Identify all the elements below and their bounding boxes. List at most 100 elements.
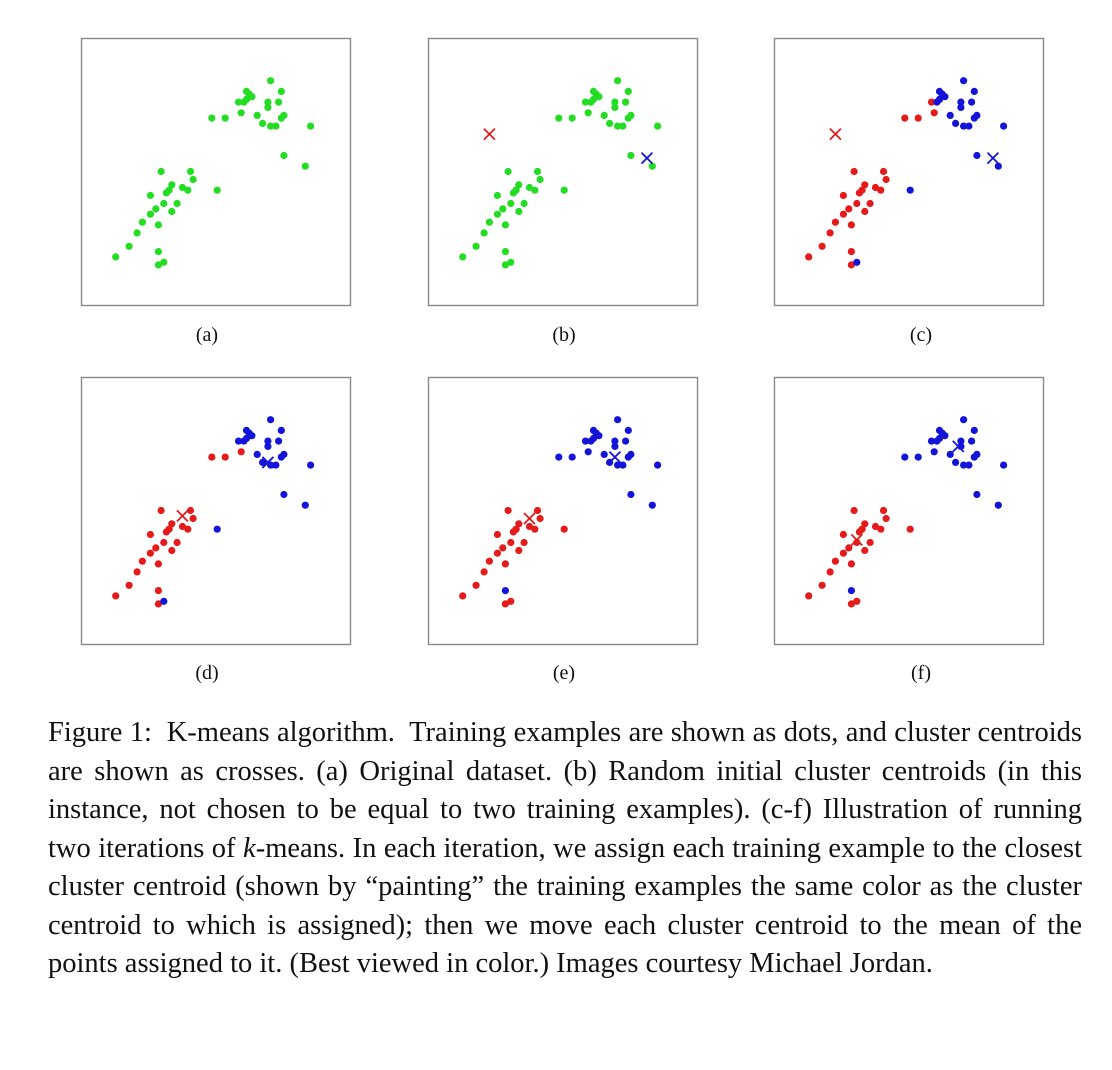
training-example-dot	[879, 506, 888, 515]
training-example-dot	[933, 98, 941, 106]
training-example-dot	[507, 538, 515, 547]
training-example-dot	[459, 253, 467, 261]
training-example-dot	[512, 525, 520, 533]
training-example-dot	[946, 111, 954, 119]
training-example-dot	[882, 514, 890, 523]
training-example-dot	[240, 437, 248, 445]
training-example-dot	[459, 592, 467, 600]
training-example-dot	[595, 432, 603, 440]
training-example-dot	[914, 453, 922, 461]
training-example-dot	[861, 181, 869, 189]
training-example-dot	[165, 186, 173, 194]
training-example-dot	[184, 186, 192, 194]
training-example-dot	[160, 538, 168, 547]
training-example-dot	[871, 522, 880, 531]
training-example-dot	[301, 162, 309, 170]
training-example-dot	[871, 183, 880, 192]
training-example-dot	[627, 490, 635, 499]
training-example-dot	[237, 448, 245, 456]
training-example-dot	[933, 437, 941, 445]
training-example-dot	[957, 98, 965, 106]
training-example-dot	[264, 98, 272, 106]
training-example-dot	[847, 560, 855, 568]
training-example-dot	[877, 525, 885, 533]
plot-frame	[80, 376, 352, 646]
training-example-dot	[622, 98, 630, 106]
scatter-plot-f	[773, 376, 1045, 646]
scatter-plot-b	[427, 37, 699, 307]
training-example-dot	[165, 525, 173, 533]
training-example-dot	[611, 437, 619, 445]
training-example-dot	[930, 109, 938, 117]
training-example-dot	[168, 181, 176, 189]
training-example-dot	[568, 114, 576, 122]
training-example-dot	[480, 568, 488, 576]
training-example-dot	[960, 461, 968, 469]
training-example-dot	[264, 442, 272, 450]
training-example-dot	[853, 258, 861, 266]
training-example-dot	[826, 229, 834, 237]
training-example-dot	[600, 450, 608, 458]
plot-frame	[427, 37, 699, 307]
training-example-dot	[847, 587, 855, 595]
training-example-dot	[515, 207, 523, 216]
training-example-dot	[536, 175, 544, 184]
training-example-dot	[168, 546, 176, 555]
training-example-dot	[493, 530, 501, 539]
training-example-dot	[568, 453, 576, 461]
training-example-dot	[850, 167, 858, 176]
training-example-dot	[493, 549, 501, 557]
training-example-dot	[946, 450, 954, 458]
training-example-dot	[968, 437, 976, 445]
training-example-dot	[154, 248, 162, 256]
training-example-dot	[146, 210, 154, 218]
training-example-dot	[839, 549, 847, 557]
training-example-dot	[184, 525, 192, 533]
training-example-dot	[154, 560, 162, 568]
training-example-dot	[555, 114, 563, 122]
training-example-dot	[584, 448, 592, 456]
training-example-dot	[901, 453, 909, 461]
training-example-dot	[614, 122, 622, 130]
training-example-dot	[858, 186, 866, 194]
training-example-dot	[125, 581, 133, 589]
training-example-dot	[805, 253, 813, 261]
training-example-dot	[1000, 461, 1008, 469]
training-example-dot	[960, 122, 968, 130]
training-example-dot	[515, 520, 523, 528]
red-centroid-cross	[829, 127, 842, 141]
red-centroid-cross	[523, 512, 536, 525]
training-example-dot	[259, 458, 267, 466]
panel-a	[80, 37, 352, 307]
training-example-dot	[533, 167, 542, 176]
training-example-dot	[831, 218, 839, 226]
training-example-dot	[267, 122, 275, 130]
training-example-dot	[818, 242, 826, 250]
training-example-dot	[587, 98, 595, 106]
training-example-dot	[146, 191, 154, 200]
training-example-dot	[850, 506, 858, 515]
training-example-dot	[520, 538, 528, 547]
training-example-dot	[965, 461, 973, 469]
training-example-dot	[480, 229, 488, 237]
training-example-dot	[941, 432, 949, 440]
training-example-dot	[914, 114, 922, 122]
training-example-dot	[877, 186, 885, 194]
training-example-dot	[847, 248, 855, 256]
training-example-dot	[186, 506, 195, 515]
training-example-dot	[858, 525, 866, 533]
training-example-dot	[970, 426, 978, 434]
training-example-dot	[973, 111, 981, 119]
training-example-dot	[178, 183, 187, 192]
figure-caption: Figure 1: K-means algorithm. Training ex…	[48, 714, 1082, 984]
training-example-dot	[861, 520, 869, 528]
caption-k-variable: k	[243, 832, 256, 864]
training-example-dot	[186, 167, 195, 176]
training-example-dot	[622, 437, 630, 445]
training-example-dot	[560, 525, 568, 533]
training-example-dot	[968, 98, 976, 106]
training-example-dot	[501, 600, 509, 608]
training-example-dot	[952, 119, 960, 127]
panel-e	[427, 376, 699, 646]
training-example-dot	[584, 109, 592, 117]
